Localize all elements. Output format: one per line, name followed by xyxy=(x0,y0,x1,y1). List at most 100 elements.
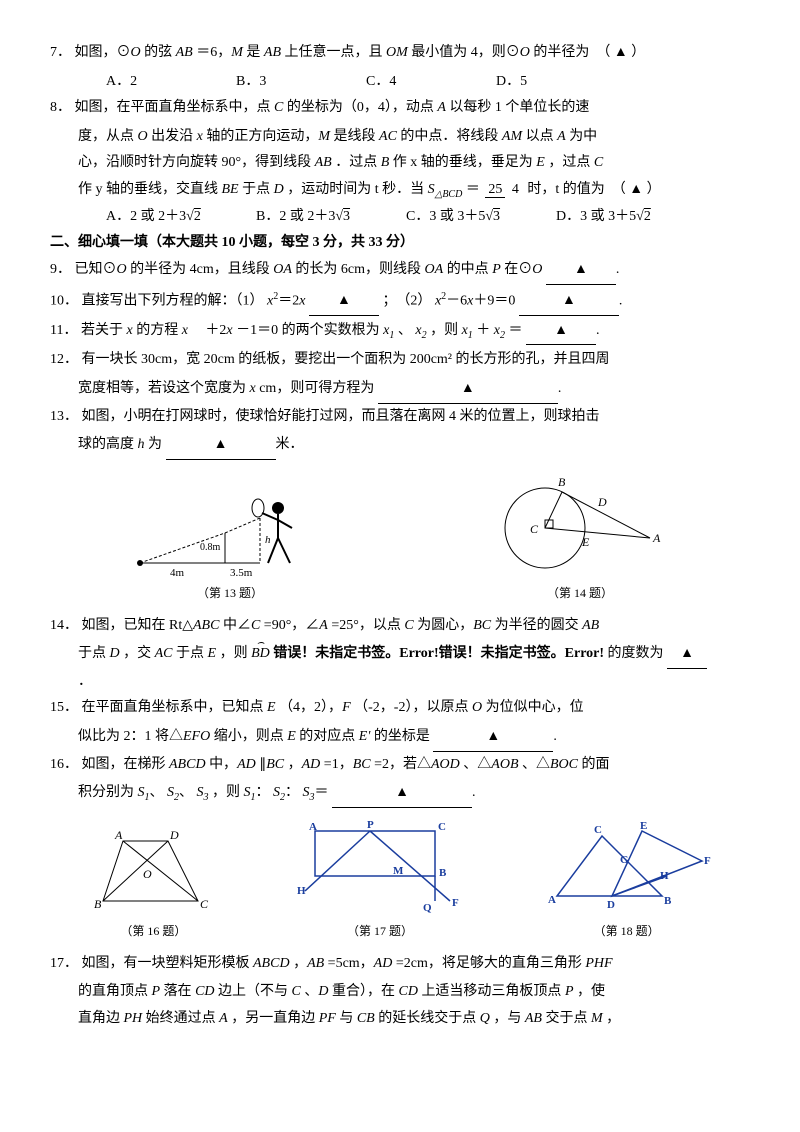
q11-num: 11． xyxy=(50,323,77,338)
fig13-label: （第 13 题） xyxy=(130,582,330,605)
fig16-label: （第 16 题） xyxy=(88,920,218,943)
blank: ▲ xyxy=(546,257,616,285)
svg-text:F: F xyxy=(704,855,711,867)
blank: ▲ xyxy=(526,318,596,346)
svg-text:H: H xyxy=(660,870,669,882)
svg-text:P: P xyxy=(367,819,374,831)
svg-text:C: C xyxy=(594,824,602,836)
fig17-label: （第 17 题） xyxy=(295,920,465,943)
figure-17: A P C H M B Q F （第 17 题） xyxy=(295,816,465,943)
svg-text:4m: 4m xyxy=(170,567,185,578)
fraction-25-4: 25 4 xyxy=(485,182,522,197)
svg-text:A: A xyxy=(652,531,661,545)
choice-d: D．3 或 3＋52 xyxy=(556,204,686,231)
blank-triangle: ▲ xyxy=(614,45,628,60)
svg-text:G: G xyxy=(620,854,629,866)
question-14: 14． 如图，已知在 Rt△ABC 中∠C =90°，∠A =25°，以点 C … xyxy=(50,613,750,640)
rectangle-diagram: A P C H M B Q F xyxy=(295,816,465,916)
q14-line2: 于点 D ，交 AC 于点 E ，则 BD 错误！未指定书签。Error!错误！… xyxy=(50,641,750,669)
q17-line2: 的直角顶点 P 落在 CD 边上（不与 C 、D 重合），在 CD 上适当移动三… xyxy=(50,979,750,1006)
q7-num: 7． xyxy=(50,45,71,60)
blank: ▲ xyxy=(433,724,553,752)
choice-b: B．2 或 2＋33 xyxy=(256,204,386,231)
svg-text:M: M xyxy=(393,865,404,877)
q16-line2: 积分别为 S1、 S2、 S3 ，则 S1： S2： S3＝ ▲. xyxy=(50,780,750,808)
q16-num: 16． xyxy=(50,757,78,772)
svg-text:B: B xyxy=(94,897,102,911)
svg-text:C: C xyxy=(200,897,209,911)
q9-num: 9． xyxy=(50,262,71,277)
svg-text:D: D xyxy=(169,828,179,842)
svg-text:D: D xyxy=(607,899,615,911)
svg-text:A: A xyxy=(548,894,556,906)
svg-text:H: H xyxy=(297,885,306,897)
question-17: 17． 如图，有一块塑料矩形模板 ABCD ，AB =5cm，AD =2cm，将… xyxy=(50,951,750,978)
figure-row-16-18: A D O B C （第 16 题） A P C H M B Q F （第 17… xyxy=(50,816,750,943)
q8-choices: A．2 或 2＋32 B．2 或 2＋33 C．3 或 3＋53 D．3 或 3… xyxy=(50,204,750,231)
blank: ▲ xyxy=(667,641,707,669)
question-16: 16． 如图，在梯形 ABCD 中，AD ∥BC ，AD =1，BC =2，若△… xyxy=(50,752,750,779)
svg-text:C: C xyxy=(530,522,539,536)
svg-text:B: B xyxy=(664,895,672,907)
arc-bd: BD xyxy=(251,641,270,668)
q12-line2: 宽度相等，若设这个宽度为 x cm，则可得方程为 ▲. xyxy=(50,376,750,404)
tennis-diagram: 4m 3.5m 0.8m h xyxy=(130,478,330,578)
q17-num: 17． xyxy=(50,956,78,971)
choice-a: A．2 或 2＋32 xyxy=(106,204,236,231)
trapezoid-diagram: A D O B C xyxy=(88,826,218,916)
fig18-label: （第 18 题） xyxy=(542,920,712,943)
choice-d: D．5 xyxy=(496,69,626,96)
svg-text:C: C xyxy=(438,821,446,833)
question-11: 11． 若关于 x 的方程 x ＋2x －1＝0 的两个实数根为 x1 、 x2… xyxy=(50,318,750,346)
svg-text:O: O xyxy=(143,867,152,881)
question-10: 10． 直接写出下列方程的解：（1） x2＝2x ▲ ； （2） x2－6x＋9… xyxy=(50,287,750,316)
choice-c: C．3 或 3＋53 xyxy=(406,204,536,231)
svg-text:A: A xyxy=(114,828,123,842)
q15-num: 15． xyxy=(50,700,78,715)
svg-text:D: D xyxy=(597,495,607,509)
q8-num: 8． xyxy=(50,100,71,115)
choice-b: B．3 xyxy=(236,69,366,96)
figure-13: 4m 3.5m 0.8m h （第 13 题） xyxy=(130,478,330,605)
q13-num: 13． xyxy=(50,409,78,424)
blank: ▲ xyxy=(166,432,276,460)
q12-num: 12． xyxy=(50,352,78,367)
section-2-title: 二、细心填一填（本大题共 10 小题，每空 3 分，共 33 分） xyxy=(50,230,750,257)
svg-text:h: h xyxy=(265,534,271,546)
svg-text:Q: Q xyxy=(423,902,432,914)
blank: ▲ xyxy=(378,376,558,404)
svg-text:A: A xyxy=(309,821,317,833)
q15-line2: 似比为 2：1 将△EFO 缩小，则点 E 的对应点 E' 的坐标是 ▲. xyxy=(50,724,750,752)
figure-16: A D O B C （第 16 题） xyxy=(88,826,218,943)
q7-choices: A．2 B．3 C．4 D．5 xyxy=(50,69,750,96)
question-8: 8． 如图，在平面直角坐标系中，点 C 的坐标为（0，4），动点 A 以每秒 1… xyxy=(50,95,750,122)
q13-line2: 球的高度 h 为 ▲米． xyxy=(50,432,750,460)
q8-line4: 作 y 轴的垂线，交直线 BE 于点 D ，运动时间为 t 秒．当 S△BCD … xyxy=(50,177,750,204)
question-7: 7． 如图，⊙O 的弦 AB ＝6，M 是 AB 上任意一点，且 OM 最小值为… xyxy=(50,40,750,67)
q14-dot: ． xyxy=(50,669,750,696)
svg-text:B: B xyxy=(558,475,566,489)
fig14-label: （第 14 题） xyxy=(490,582,670,605)
choice-a: A．2 xyxy=(106,69,236,96)
choice-c: C．4 xyxy=(366,69,496,96)
blank: ▲ xyxy=(519,288,619,316)
q14-num: 14． xyxy=(50,618,78,633)
svg-text:0.8m: 0.8m xyxy=(200,542,221,553)
question-13: 13． 如图，小明在打网球时，使球恰好能打过网，而且落在离网 4 米的位置上，则… xyxy=(50,404,750,431)
question-9: 9． 已知⊙O 的半径为 4cm，且线段 OA 的长为 6cm，则线段 OA 的… xyxy=(50,257,750,285)
error-text: 错误！未指定书签。Error!错误！未指定书签。Error! xyxy=(273,646,604,661)
figure-18: C E G F H A D B （第 18 题） xyxy=(542,821,712,943)
triangles-diagram: C E G F H A D B xyxy=(542,821,712,916)
q8-line2: 度，从点 O 出发沿 x 轴的正方向运动，M 是线段 AC 的中点．将线段 AM… xyxy=(50,124,750,151)
q8-line3: 心，沿顺时针方向旋转 90°，得到线段 AB ．过点 B 作 x 轴的垂线，垂足… xyxy=(50,150,750,177)
svg-text:3.5m: 3.5m xyxy=(230,567,253,578)
svg-text:E: E xyxy=(581,535,590,549)
blank: ▲ xyxy=(332,780,472,808)
blank-triangle: ▲ xyxy=(629,182,643,197)
circle-diagram: B D C E A xyxy=(490,468,670,578)
q10-num: 10． xyxy=(50,293,78,308)
svg-text:B: B xyxy=(439,867,447,879)
figure-14: B D C E A （第 14 题） xyxy=(490,468,670,605)
blank: ▲ xyxy=(309,288,379,316)
q17-line3: 直角边 PH 始终通过点 A ，另一直角边 PF 与 CB 的延长线交于点 Q … xyxy=(50,1006,750,1033)
